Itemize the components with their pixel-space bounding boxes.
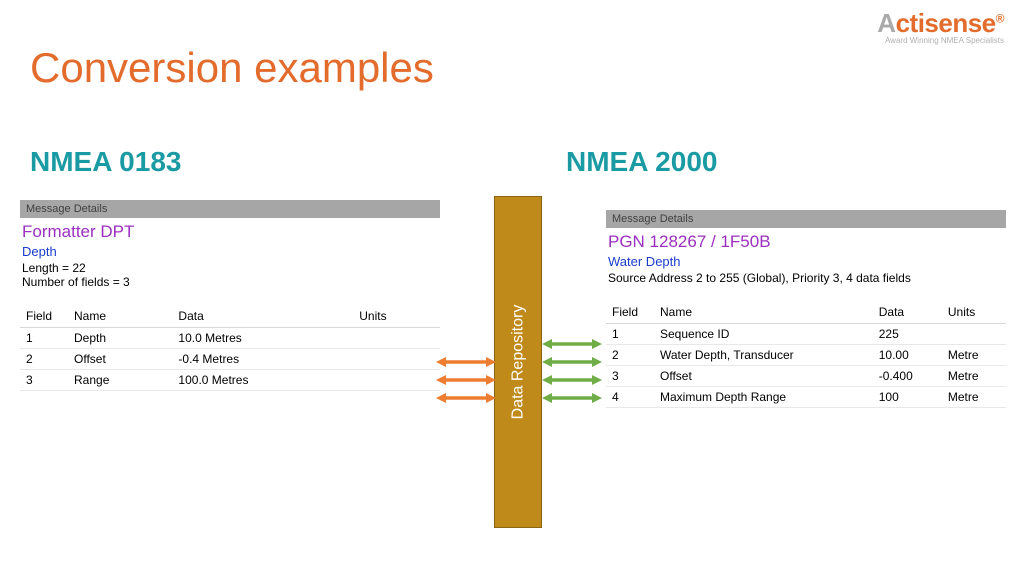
logo-rest: ctisense xyxy=(896,8,996,38)
table-cell: Offset xyxy=(654,366,873,387)
table-cell: 3 xyxy=(606,366,654,387)
left-meta-length: Length = 22 xyxy=(22,261,440,275)
col-data: Data xyxy=(873,301,942,324)
table-row: 3Offset-0.400Metre xyxy=(606,366,1006,387)
left-subtitle: Depth xyxy=(22,244,440,259)
table-cell: 10.00 xyxy=(873,345,942,366)
logo-initial: A xyxy=(877,8,895,38)
table-row: 2Offset-0.4 Metres xyxy=(20,349,440,370)
slide: Actisense® Award Winning NMEA Specialist… xyxy=(0,0,1024,566)
table-cell: Range xyxy=(68,370,172,391)
col-name: Name xyxy=(68,305,172,328)
table-cell: Depth xyxy=(68,328,172,349)
left-table-header-row: Field Name Data Units xyxy=(20,305,440,328)
col-units: Units xyxy=(353,305,440,328)
left-section-title: NMEA 0183 xyxy=(30,146,181,178)
logo-reg: ® xyxy=(996,11,1004,25)
col-field: Field xyxy=(20,305,68,328)
right-meta: Source Address 2 to 255 (Global), Priori… xyxy=(608,271,1006,285)
table-cell xyxy=(353,370,440,391)
table-row: 1Sequence ID225 xyxy=(606,324,1006,345)
table-cell: Sequence ID xyxy=(654,324,873,345)
left-arrows xyxy=(436,354,496,434)
table-cell: Water Depth, Transducer xyxy=(654,345,873,366)
table-cell xyxy=(942,324,1006,345)
right-arrows xyxy=(542,336,602,426)
table-cell: -0.400 xyxy=(873,366,942,387)
left-msg-header: Message Details xyxy=(20,200,440,218)
right-section-title: NMEA 2000 xyxy=(566,146,717,178)
col-units: Units xyxy=(942,301,1006,324)
right-formatter: PGN 128267 / 1F50B xyxy=(608,232,1006,252)
table-row: 3Range100.0 Metres xyxy=(20,370,440,391)
table-cell: Metre xyxy=(942,366,1006,387)
table-cell xyxy=(353,349,440,370)
table-cell: 100.0 Metres xyxy=(172,370,353,391)
table-cell xyxy=(353,328,440,349)
table-row: 1Depth10.0 Metres xyxy=(20,328,440,349)
table-cell: Metre xyxy=(942,387,1006,408)
table-cell: 2 xyxy=(20,349,68,370)
left-formatter: Formatter DPT xyxy=(22,222,440,242)
table-cell: 3 xyxy=(20,370,68,391)
logo-tagline: Award Winning NMEA Specialists xyxy=(877,37,1004,45)
logo-text: Actisense® xyxy=(877,10,1004,36)
table-cell: 1 xyxy=(20,328,68,349)
table-cell: Maximum Depth Range xyxy=(654,387,873,408)
repo-label: Data Repository xyxy=(509,305,527,420)
brand-logo: Actisense® Award Winning NMEA Specialist… xyxy=(877,10,1004,45)
right-subtitle: Water Depth xyxy=(608,254,1006,269)
table-cell: Metre xyxy=(942,345,1006,366)
table-cell: Offset xyxy=(68,349,172,370)
table-cell: 10.0 Metres xyxy=(172,328,353,349)
table-cell: 4 xyxy=(606,387,654,408)
table-row: 4Maximum Depth Range100Metre xyxy=(606,387,1006,408)
left-meta-fields: Number of fields = 3 xyxy=(22,275,440,289)
left-table: Field Name Data Units 1Depth10.0 Metres2… xyxy=(20,305,440,391)
table-cell: 2 xyxy=(606,345,654,366)
right-panel: Message Details PGN 128267 / 1F50B Water… xyxy=(606,210,1006,408)
left-panel: Message Details Formatter DPT Depth Leng… xyxy=(20,200,440,391)
col-field: Field xyxy=(606,301,654,324)
table-cell: 225 xyxy=(873,324,942,345)
table-row: 2Water Depth, Transducer10.00Metre xyxy=(606,345,1006,366)
right-msg-header: Message Details xyxy=(606,210,1006,228)
data-repository-box: Data Repository xyxy=(494,196,542,528)
right-table-header-row: Field Name Data Units xyxy=(606,301,1006,324)
right-table: Field Name Data Units 1Sequence ID2252Wa… xyxy=(606,301,1006,408)
col-data: Data xyxy=(172,305,353,328)
col-name: Name xyxy=(654,301,873,324)
table-cell: 100 xyxy=(873,387,942,408)
table-cell: -0.4 Metres xyxy=(172,349,353,370)
page-title: Conversion examples xyxy=(30,44,434,92)
table-cell: 1 xyxy=(606,324,654,345)
